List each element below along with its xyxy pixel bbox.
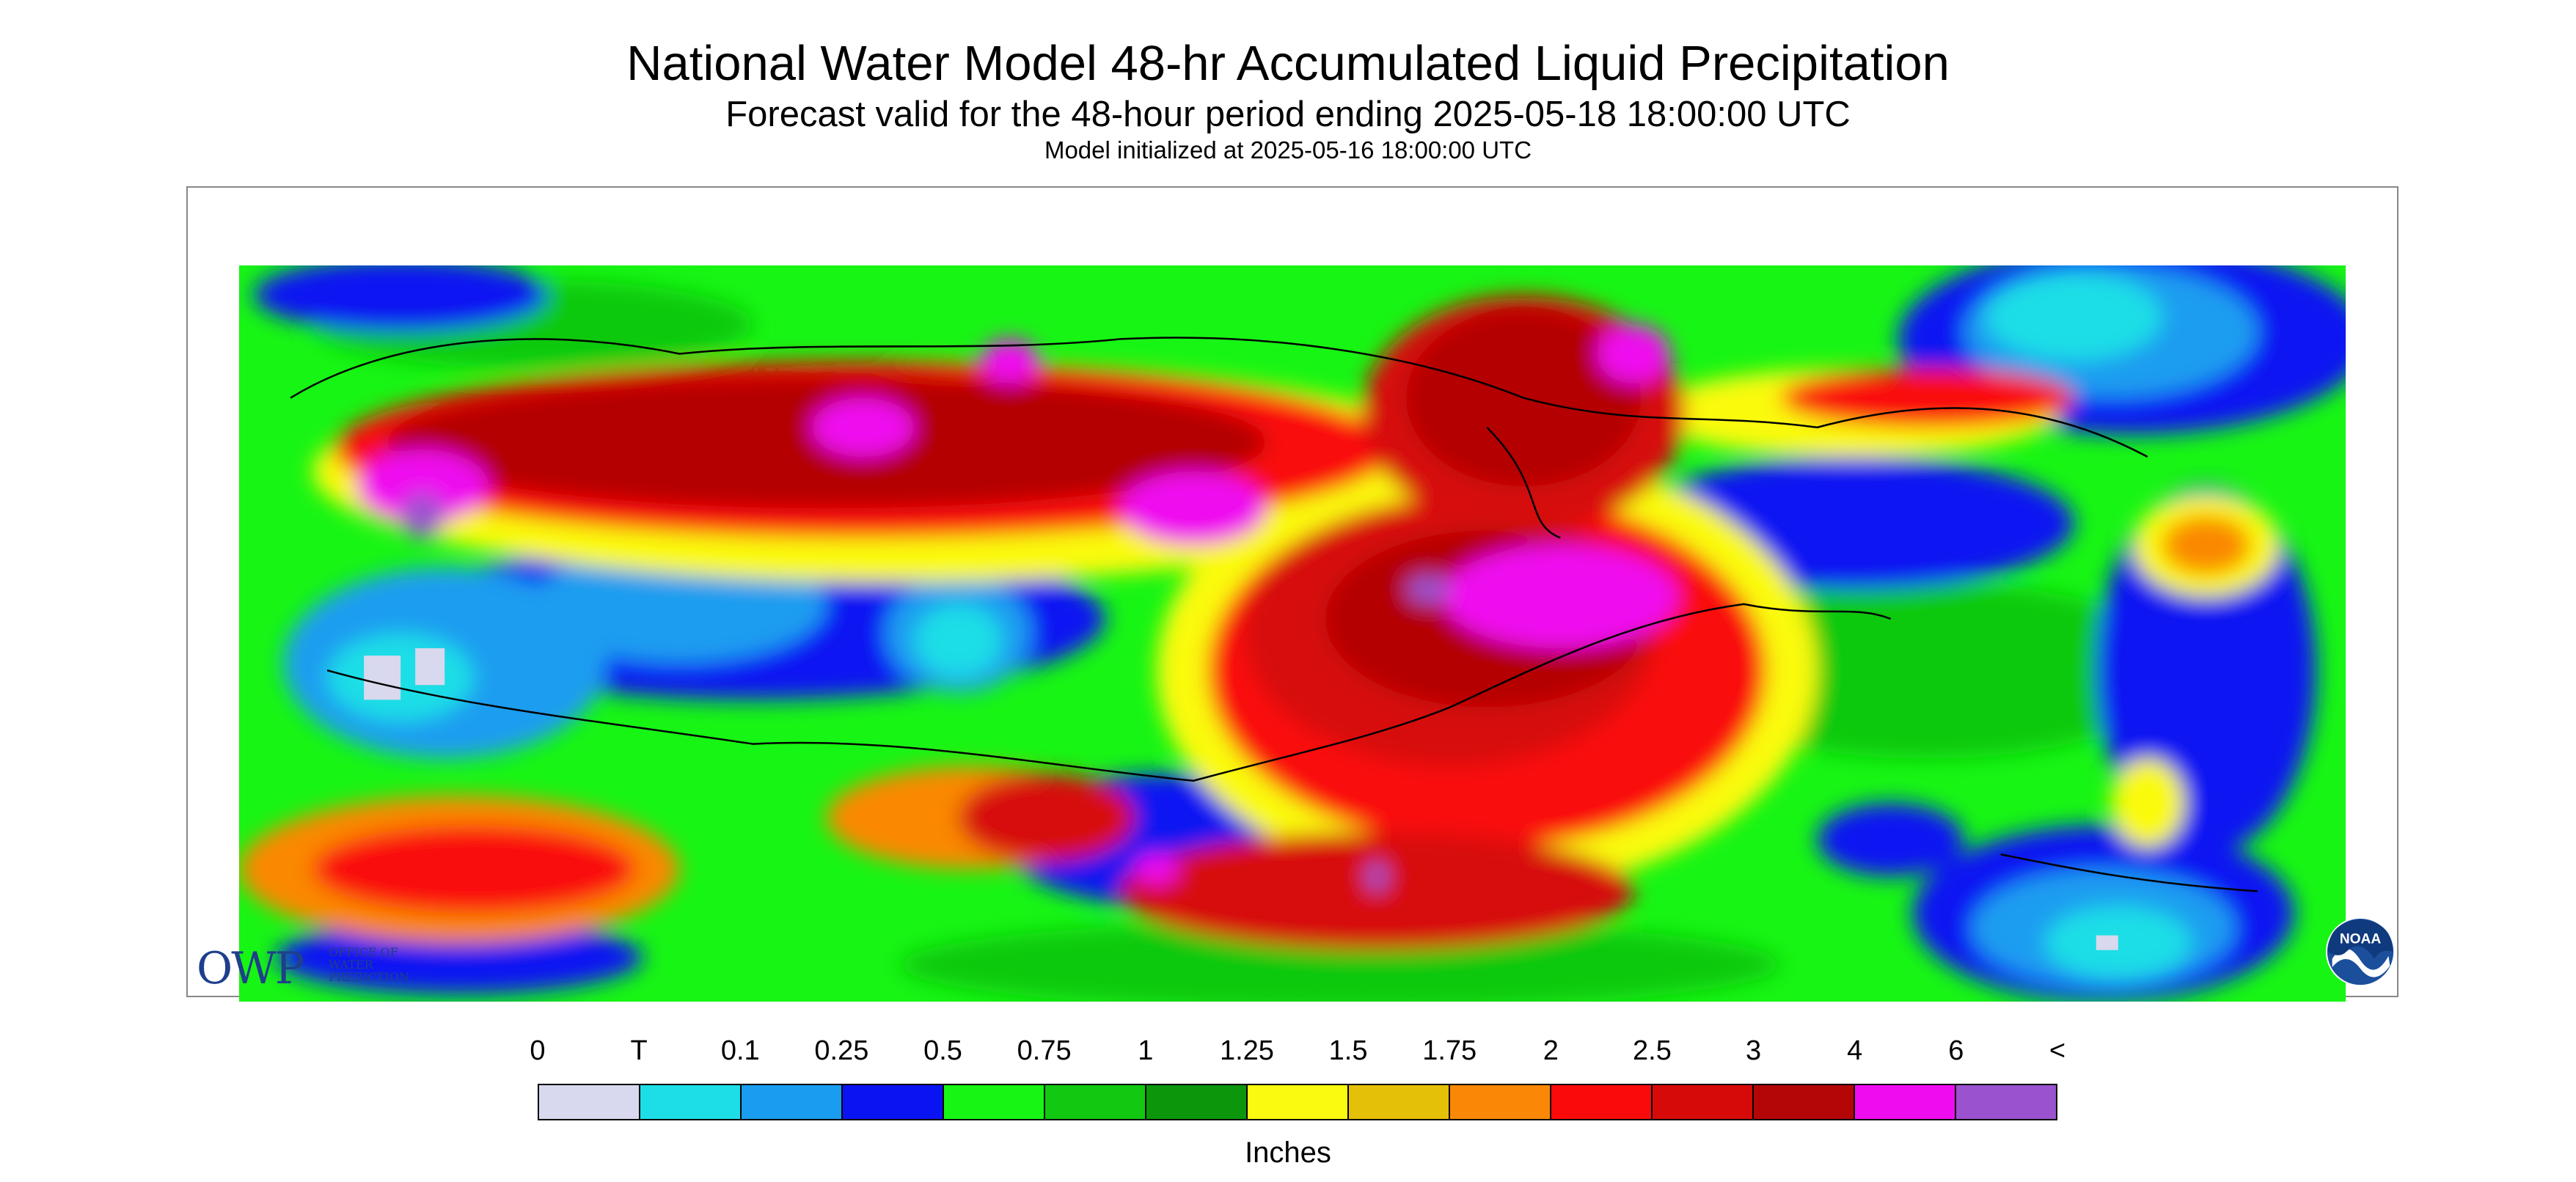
- legend-tick-label: 0: [530, 1035, 546, 1066]
- legend-tick-label: 3: [1746, 1035, 1762, 1066]
- legend-tick-label: 1.25: [1219, 1035, 1274, 1066]
- legend-swatch: [843, 1085, 944, 1119]
- legend-swatch: [1653, 1085, 1754, 1119]
- legend-swatch: [1855, 1085, 1956, 1119]
- legend-tick-label: 0.75: [1017, 1035, 1072, 1066]
- legend-tick-label: 4: [1847, 1035, 1863, 1066]
- legend-swatch: [1146, 1085, 1248, 1119]
- owp-logo-line: PREDICTION: [329, 970, 409, 984]
- precipitation-field: [239, 265, 2346, 1002]
- owp-logo-line: OFFICE OF: [329, 945, 398, 959]
- legend-tick-label: 0.5: [923, 1035, 962, 1066]
- legend-tick-label: 1: [1138, 1035, 1154, 1066]
- legend-swatch: [1754, 1085, 1855, 1119]
- zero-precip-area: [364, 656, 401, 700]
- coastline-outlines: [290, 337, 2258, 892]
- legend-tick-labels: 0 T 0.1 0.25 0.5 0.75 1 1.25 1.5 1.75 2 2.5 3 4 6 <: [530, 1035, 2065, 1072]
- legend-tick-label: 6: [1948, 1035, 1964, 1066]
- zero-precip-area: [415, 648, 445, 686]
- noaa-logo-text: NOAA: [2340, 931, 2382, 947]
- legend-tick-label: T: [630, 1035, 648, 1066]
- legend-swatch: [539, 1085, 640, 1119]
- legend-swatch: [742, 1085, 843, 1119]
- noaa-logo: NOAA: [2325, 917, 2396, 987]
- legend-tick-label: 2: [1543, 1035, 1559, 1066]
- legend-swatch: [1248, 1085, 1349, 1119]
- zero-precip-area: [2096, 935, 2118, 950]
- owp-logo-mark: OWP: [197, 943, 304, 994]
- legend-tick-label: 0.25: [814, 1035, 869, 1066]
- legend-tick-label: 2.5: [1633, 1035, 1672, 1066]
- precipitation-map: [239, 265, 2346, 1002]
- owp-logo-line: WATER: [329, 958, 373, 972]
- owp-logo-text: OFFICE OF WATER PREDICTION: [329, 946, 409, 983]
- legend-swatch: [944, 1085, 1045, 1119]
- legend-unit-label: Inches: [1245, 1137, 1331, 1169]
- model-init-text: Model initialized at 2025-05-16 18:00:00…: [1044, 136, 1532, 164]
- map-subtitle: Forecast valid for the 48-hour period en…: [725, 95, 1851, 134]
- map-title: National Water Model 48-hr Accumulated L…: [626, 36, 1950, 91]
- legend-tick-label: 1.75: [1422, 1035, 1477, 1066]
- legend-tick-label: 0.1: [720, 1035, 760, 1066]
- legend-swatch: [640, 1085, 742, 1119]
- legend-swatch: [1450, 1085, 1551, 1119]
- legend-swatch: [1551, 1085, 1653, 1119]
- legend-swatch: [1045, 1085, 1146, 1119]
- legend-swatch: [1349, 1085, 1450, 1119]
- owp-logo: OWP OFFICE OF WATER PREDICTION: [197, 937, 439, 999]
- legend-colorbar: [538, 1084, 2057, 1120]
- legend-tick-label: 1.5: [1328, 1035, 1368, 1066]
- legend-swatch: [1956, 1085, 2056, 1119]
- legend-tick-label: <: [2049, 1035, 2066, 1066]
